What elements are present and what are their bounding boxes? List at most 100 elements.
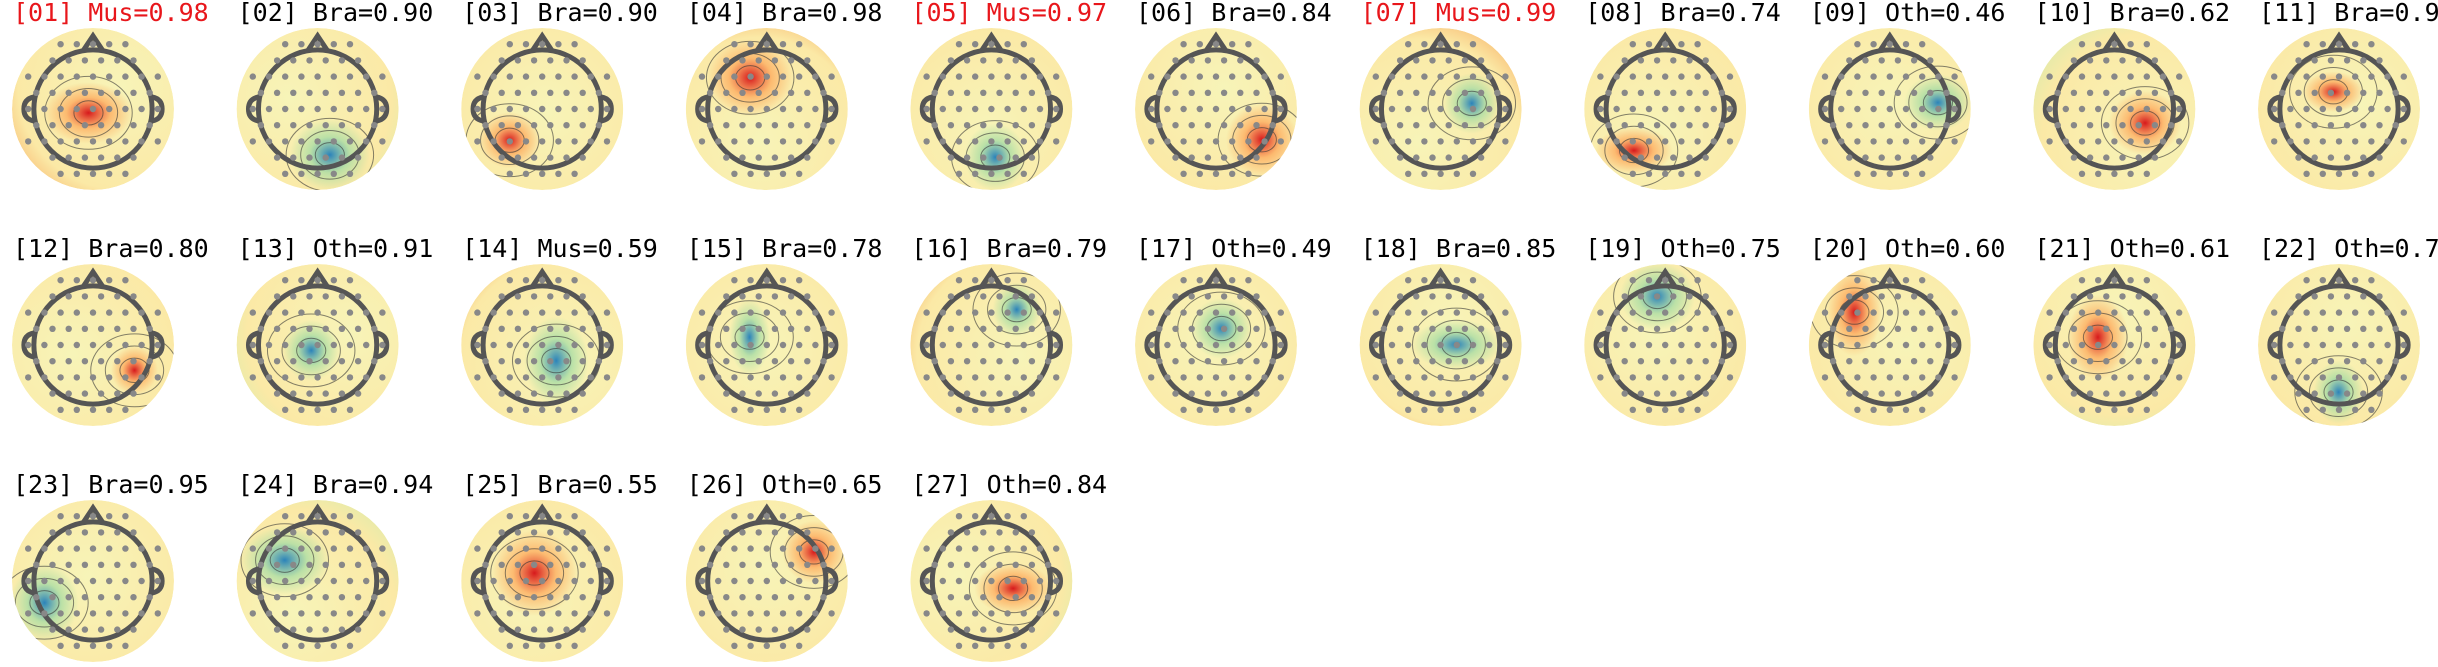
sensor bbox=[820, 358, 827, 365]
sensor bbox=[804, 325, 811, 332]
sensor bbox=[1694, 309, 1701, 316]
sensor bbox=[338, 122, 346, 129]
sensor bbox=[1878, 57, 1885, 64]
head-outline bbox=[31, 283, 155, 407]
component: [26] Oth=0.65 bbox=[685, 470, 882, 662]
sensor bbox=[955, 642, 963, 649]
sensor bbox=[1718, 122, 1726, 129]
sensor bbox=[346, 73, 354, 80]
sensor bbox=[1372, 105, 1380, 113]
sensor bbox=[138, 545, 145, 552]
sensor bbox=[579, 594, 586, 601]
sensor bbox=[571, 277, 578, 284]
sensor bbox=[571, 309, 578, 316]
contour-line bbox=[73, 100, 104, 126]
sensor bbox=[1629, 277, 1637, 284]
sensor bbox=[2343, 89, 2351, 97]
sensor bbox=[1613, 374, 1620, 381]
sensor bbox=[1453, 277, 1461, 284]
ear-left bbox=[21, 566, 35, 596]
sensor bbox=[763, 170, 770, 177]
sensor bbox=[947, 293, 955, 300]
component-title: [11] Bra=0.94 bbox=[2259, 0, 2438, 27]
sensor bbox=[1012, 561, 1019, 568]
sensor bbox=[779, 513, 787, 520]
sensor bbox=[1020, 41, 1027, 48]
sensor bbox=[1253, 325, 1260, 332]
sensor bbox=[747, 545, 754, 552]
sensor bbox=[1429, 122, 1436, 129]
sensor bbox=[555, 309, 562, 316]
sensor bbox=[963, 561, 971, 568]
sensor bbox=[338, 89, 346, 97]
component-title: [16] Bra=0.79 bbox=[911, 234, 1107, 263]
sensor bbox=[1951, 73, 1958, 80]
sensor bbox=[1445, 122, 1452, 129]
sensor bbox=[555, 277, 562, 284]
sensor bbox=[739, 358, 746, 365]
sensor bbox=[2143, 138, 2150, 145]
sensor bbox=[65, 325, 72, 332]
sensor bbox=[338, 594, 346, 601]
sensor bbox=[514, 390, 522, 397]
sensor bbox=[138, 610, 145, 617]
sensor bbox=[1277, 138, 1285, 145]
sensor bbox=[1629, 374, 1637, 381]
sensor bbox=[796, 513, 803, 520]
sensor bbox=[1629, 138, 1637, 145]
sensor bbox=[1653, 89, 1661, 97]
sensor bbox=[2335, 170, 2343, 177]
sensor bbox=[1902, 73, 1910, 80]
sensor bbox=[2343, 358, 2351, 365]
sensor bbox=[715, 341, 722, 349]
sensor bbox=[579, 154, 586, 161]
sensor bbox=[723, 122, 730, 129]
sensor bbox=[2335, 277, 2343, 284]
sensor bbox=[1429, 325, 1436, 332]
sensor bbox=[1870, 105, 1877, 113]
sensor bbox=[539, 41, 546, 48]
sensor bbox=[1662, 105, 1669, 113]
sensor bbox=[1678, 374, 1685, 381]
sensor bbox=[2327, 390, 2335, 397]
sensor bbox=[1870, 277, 1877, 284]
sensor bbox=[1486, 73, 1493, 80]
sensor bbox=[1894, 57, 1902, 64]
sensor bbox=[963, 594, 971, 601]
sensor bbox=[1461, 390, 1469, 397]
sensor bbox=[1261, 73, 1268, 80]
sensor bbox=[996, 358, 1003, 365]
nose bbox=[979, 503, 1004, 525]
sensor bbox=[996, 154, 1003, 161]
sensor bbox=[1678, 105, 1685, 113]
sensor bbox=[603, 374, 611, 381]
sensor bbox=[980, 594, 987, 601]
sensor bbox=[1421, 105, 1428, 113]
sensor bbox=[506, 513, 513, 520]
sensor bbox=[49, 529, 56, 536]
sensor bbox=[988, 577, 995, 585]
sensor bbox=[1886, 341, 1894, 349]
sensor bbox=[563, 626, 570, 633]
sensor bbox=[1653, 293, 1661, 300]
sensor bbox=[65, 89, 72, 97]
sensor bbox=[2335, 341, 2343, 349]
sensor bbox=[2311, 325, 2318, 332]
sensor bbox=[73, 610, 81, 617]
sensor bbox=[498, 89, 505, 97]
sensor bbox=[1894, 122, 1902, 129]
sensor bbox=[1645, 170, 1653, 177]
sensor bbox=[41, 309, 48, 316]
sensor bbox=[2127, 277, 2134, 284]
sensor bbox=[563, 390, 570, 397]
sensor bbox=[539, 545, 546, 552]
sensor bbox=[1862, 57, 1869, 64]
sensor bbox=[2095, 277, 2102, 284]
sensor bbox=[579, 358, 586, 365]
sensor bbox=[796, 374, 803, 381]
sensor bbox=[89, 105, 97, 113]
sensor bbox=[1486, 341, 1493, 349]
sensor bbox=[595, 594, 603, 601]
sensor bbox=[346, 341, 354, 349]
sensor bbox=[1053, 138, 1060, 145]
